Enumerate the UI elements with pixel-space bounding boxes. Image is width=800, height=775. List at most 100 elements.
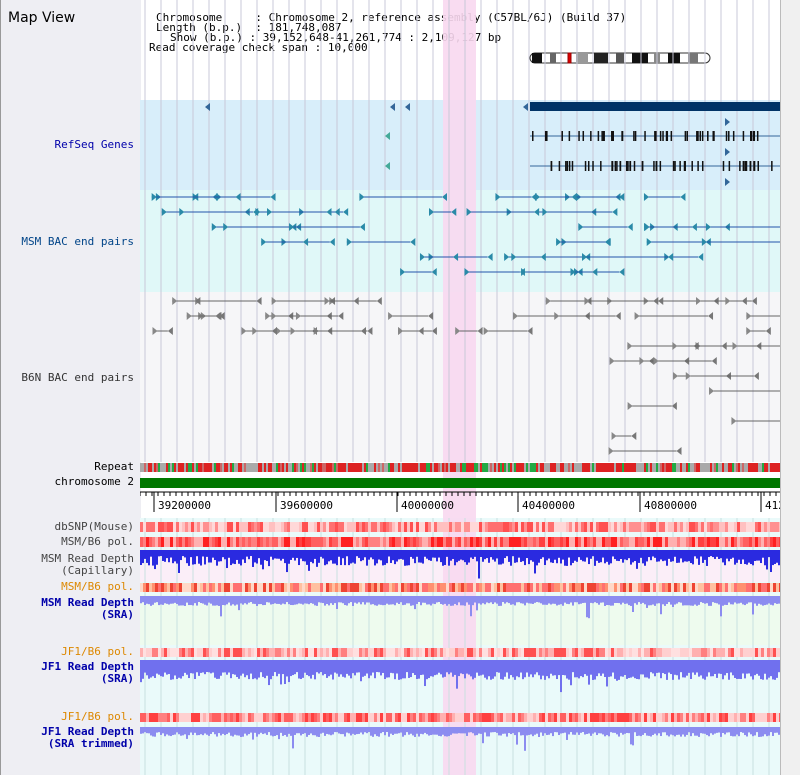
heat-cell: [272, 522, 275, 532]
heat-cell: [230, 648, 233, 657]
bac-end-icon: [646, 238, 652, 246]
heat-cell: [305, 713, 308, 722]
repeat-segment: [552, 463, 554, 472]
heat-cell: [515, 713, 518, 722]
exon-mark: [728, 131, 730, 141]
depth-bar: [450, 596, 452, 606]
heat-cell: [383, 648, 386, 657]
depth-bar: [350, 596, 352, 603]
track-label-msm-depth-cap-2: (Capillary): [61, 564, 134, 577]
depth-bar: [244, 727, 246, 734]
heat-cell: [362, 537, 365, 547]
depth-bar: [160, 660, 162, 677]
track-label-msm-bac[interactable]: MSM BAC end pairs: [21, 235, 134, 248]
heat-cell: [365, 537, 368, 547]
chromosome-ideogram[interactable]: [528, 52, 713, 64]
genome-tracks-svg[interactable]: 39200000 39600000 40000000 40400000 40800000…: [140, 0, 780, 775]
depth-bar: [712, 660, 714, 677]
heat-cell: [299, 537, 302, 547]
depth-bar: [246, 596, 248, 605]
depth-bar: [354, 596, 356, 603]
depth-bar: [304, 727, 306, 734]
depth-bar: [242, 660, 244, 674]
depth-bar: [218, 660, 220, 679]
depth-bar: [434, 550, 436, 558]
heat-cell: [293, 648, 296, 657]
depth-bar: [630, 550, 632, 565]
heat-cell: [770, 648, 773, 657]
right-scroll-strip[interactable]: [780, 0, 800, 775]
heat-cell: [164, 583, 167, 592]
bac-end-icon: [627, 223, 633, 231]
heat-cell: [215, 522, 218, 532]
heat-cell: [365, 648, 368, 657]
heat-cell: [332, 648, 335, 657]
repeat-segment: [174, 463, 176, 472]
repeat-segment: [698, 463, 700, 472]
bac-end-icon: [611, 432, 617, 440]
heat-cell: [164, 648, 167, 657]
track-label-jf1-b6-pol-1: JF1/B6 pol.: [61, 645, 134, 658]
heat-cell: [320, 537, 323, 547]
depth-bar: [704, 727, 706, 734]
track-label-b6n-bac[interactable]: B6N BAC end pairs: [21, 371, 134, 384]
exon-mark: [565, 161, 567, 171]
heat-cell: [257, 648, 260, 657]
bac-end-icon: [527, 327, 533, 335]
heat-cell: [194, 537, 197, 547]
heat-cell: [359, 583, 362, 592]
depth-bar: [454, 596, 456, 604]
heat-cell: [218, 648, 221, 657]
depth-bar: [316, 660, 318, 673]
heat-cell: [608, 537, 611, 547]
depth-bar: [520, 596, 522, 604]
exon-mark: [771, 161, 773, 171]
repeat-segment: [630, 463, 632, 472]
track-label-refseq[interactable]: RefSeq Genes: [54, 138, 134, 151]
depth-bar: [240, 660, 242, 676]
depth-bar: [324, 660, 326, 675]
heat-cell: [719, 648, 722, 657]
repeat-segment: [756, 463, 758, 472]
heat-cell: [575, 648, 578, 657]
track-label-panel: [0, 0, 141, 775]
depth-bar: [408, 727, 410, 735]
depth-bar: [352, 596, 354, 606]
depth-bar: [692, 727, 694, 734]
heat-cell: [191, 537, 194, 547]
repeat-segment: [690, 463, 692, 472]
heat-cell: [323, 648, 326, 657]
heat-cell: [158, 713, 161, 722]
depth-bar: [666, 596, 668, 604]
heat-cell: [329, 713, 332, 722]
heat-cell: [728, 713, 731, 722]
depth-bar: [148, 596, 150, 605]
depth-bar: [472, 550, 474, 559]
depth-bar: [570, 596, 572, 603]
depth-bar: [604, 596, 606, 606]
repeat-segment: [252, 463, 254, 472]
heat-cell: [674, 713, 677, 722]
depth-bar: [756, 660, 758, 674]
depth-bar: [344, 727, 346, 737]
depth-bar: [472, 596, 474, 606]
depth-bar: [334, 660, 336, 673]
heat-cell: [539, 537, 542, 547]
repeat-segment: [532, 463, 534, 472]
heat-cell: [287, 522, 290, 532]
repeat-segment: [414, 463, 416, 472]
heat-cell: [287, 537, 290, 547]
heat-cell: [143, 648, 146, 657]
heat-cell: [674, 537, 677, 547]
heat-cell: [488, 537, 491, 547]
depth-bar: [504, 660, 506, 677]
heat-cell: [485, 713, 488, 722]
heat-cell: [449, 583, 452, 592]
depth-bar: [476, 550, 478, 562]
heat-cell: [671, 648, 674, 657]
depth-bar: [666, 550, 668, 566]
repeat-segment: [222, 463, 224, 472]
depth-bar: [352, 727, 354, 734]
exon-mark: [546, 131, 548, 141]
genome-plot-area[interactable]: 39200000 39600000 40000000 40400000 40800000…: [140, 0, 780, 775]
